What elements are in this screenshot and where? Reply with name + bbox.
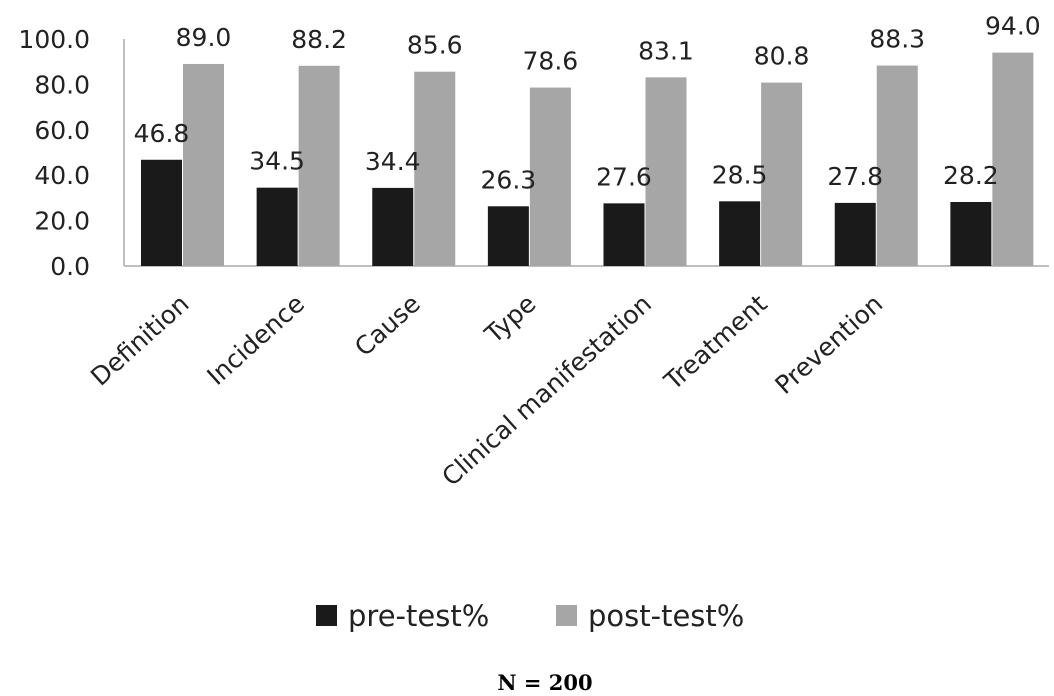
pre-test-value-label: 27.8 (827, 162, 883, 191)
y-tick-label: 20.0 (34, 207, 90, 236)
sample-size-note: N = 200 (497, 670, 592, 695)
y-tick-label: 80.0 (34, 70, 90, 99)
pre-test-value-label: 34.5 (249, 147, 305, 176)
legend: pre-test% post-test% (316, 599, 744, 633)
post-test-bar (529, 87, 571, 266)
pre-test-bar (487, 206, 529, 266)
pre-test-value-label: 28.5 (712, 160, 768, 189)
post-test-bar (876, 65, 918, 267)
post-test-value-label: 78.6 (523, 47, 579, 76)
post-test-value-label: 85.6 (407, 31, 463, 60)
category-label: Prevention (770, 289, 889, 400)
post-test-value-label: 80.8 (754, 42, 810, 71)
category-label: Clinical manifestation (436, 289, 657, 492)
legend-label-post-test: post-test% (588, 599, 744, 633)
pre-test-bar (950, 201, 992, 266)
post-test-value-label: 88.3 (869, 25, 925, 54)
post-test-bar (992, 52, 1034, 267)
y-tick-label: 60.0 (34, 116, 90, 145)
pre-test-bar (141, 159, 182, 266)
pre-test-value-label: 26.3 (481, 165, 537, 194)
post-test-bar (761, 82, 803, 266)
pre-test-value-label: 27.6 (596, 162, 652, 191)
post-test-value-label: 88.2 (291, 25, 347, 54)
y-tick-label: 0.0 (50, 252, 90, 281)
post-test-bar (414, 71, 456, 266)
pre-test-bar (834, 202, 876, 266)
legend-swatch-post-test (556, 605, 577, 626)
post-test-bar (645, 77, 687, 266)
post-test-value-label: 94.0 (985, 12, 1041, 41)
pre-test-value-label: 34.4 (365, 147, 421, 176)
post-test-value-label: 83.1 (638, 36, 694, 65)
pre-test-value-label: 46.8 (134, 119, 190, 148)
pre-test-bar (372, 187, 414, 266)
y-axis-ticks: 0.0 20.0 40.0 60.0 80.0 100.0 (18, 25, 90, 281)
pre-test-bar (719, 201, 761, 266)
post-test-value-label: 89.0 (176, 23, 232, 52)
y-tick-label: 100.0 (18, 25, 90, 54)
category-label: Type (479, 289, 542, 350)
data-labels: 46.8 89.0 34.5 88.2 34.4 85.6 26.3 78.6 27.6 83.1… (134, 12, 1041, 195)
pre-test-bar (603, 203, 645, 266)
pre-test-value-label: 28.2 (943, 161, 999, 190)
category-label: Treatment (658, 289, 773, 396)
category-label: Definition (85, 289, 194, 392)
bars (141, 52, 1034, 267)
category-label: Incidence (201, 289, 310, 391)
legend-swatch-pre-test (316, 605, 337, 626)
post-test-bar (183, 63, 224, 266)
category-label: Cause (349, 289, 426, 362)
pre-test-bar (256, 187, 298, 266)
y-tick-label: 40.0 (34, 161, 90, 190)
legend-label-pre-test: pre-test% (348, 599, 489, 633)
post-test-bar (298, 65, 340, 266)
